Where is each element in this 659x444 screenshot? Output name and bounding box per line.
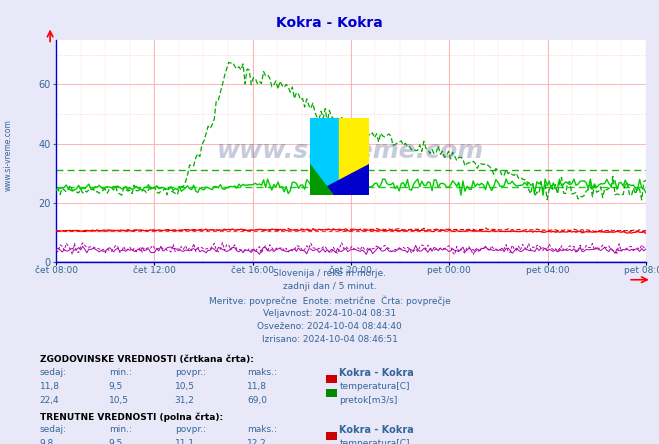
Text: sedaj:: sedaj: — [40, 425, 67, 434]
Text: zadnji dan / 5 minut.: zadnji dan / 5 minut. — [283, 282, 376, 291]
Text: Izrisano: 2024-10-04 08:46:51: Izrisano: 2024-10-04 08:46:51 — [262, 335, 397, 344]
Text: ZGODOVINSKE VREDNOSTI (črtkana črta):: ZGODOVINSKE VREDNOSTI (črtkana črta): — [40, 355, 254, 364]
Text: 9,5: 9,5 — [109, 382, 123, 391]
Text: TRENUTNE VREDNOSTI (polna črta):: TRENUTNE VREDNOSTI (polna črta): — [40, 412, 223, 421]
Text: povpr.:: povpr.: — [175, 368, 206, 377]
Polygon shape — [310, 164, 333, 195]
Text: Veljavnost: 2024-10-04 08:31: Veljavnost: 2024-10-04 08:31 — [263, 309, 396, 317]
Text: 31,2: 31,2 — [175, 396, 194, 405]
Text: Kokra - Kokra: Kokra - Kokra — [276, 16, 383, 30]
Text: www.si-vreme.com: www.si-vreme.com — [3, 119, 13, 191]
Text: min.:: min.: — [109, 425, 132, 434]
Text: pretok[m3/s]: pretok[m3/s] — [339, 396, 398, 405]
Text: Slovenija / reke in morje.: Slovenija / reke in morje. — [273, 269, 386, 278]
Bar — [339, 118, 368, 195]
Text: 11,1: 11,1 — [175, 439, 194, 444]
Text: Meritve: povprečne  Enote: metrične  Črta: povprečje: Meritve: povprečne Enote: metrične Črta:… — [209, 295, 450, 306]
Text: maks.:: maks.: — [247, 368, 277, 377]
Text: min.:: min.: — [109, 368, 132, 377]
Text: 69,0: 69,0 — [247, 396, 267, 405]
Text: temperatura[C]: temperatura[C] — [339, 439, 410, 444]
Text: temperatura[C]: temperatura[C] — [339, 382, 410, 391]
Text: 9,8: 9,8 — [40, 439, 54, 444]
Text: 11,8: 11,8 — [247, 382, 267, 391]
Text: maks.:: maks.: — [247, 425, 277, 434]
Polygon shape — [310, 164, 368, 195]
Text: Kokra - Kokra: Kokra - Kokra — [339, 368, 414, 378]
Text: 22,4: 22,4 — [40, 396, 59, 405]
Text: povpr.:: povpr.: — [175, 425, 206, 434]
Text: www.si-vreme.com: www.si-vreme.com — [217, 139, 484, 163]
Bar — [310, 118, 339, 195]
Text: sedaj:: sedaj: — [40, 368, 67, 377]
Text: Osveženo: 2024-10-04 08:44:40: Osveženo: 2024-10-04 08:44:40 — [257, 322, 402, 331]
Text: 11,8: 11,8 — [40, 382, 59, 391]
Text: Kokra - Kokra: Kokra - Kokra — [339, 425, 414, 435]
Text: 10,5: 10,5 — [109, 396, 129, 405]
Text: 12,2: 12,2 — [247, 439, 267, 444]
Text: 10,5: 10,5 — [175, 382, 194, 391]
Text: 9,5: 9,5 — [109, 439, 123, 444]
